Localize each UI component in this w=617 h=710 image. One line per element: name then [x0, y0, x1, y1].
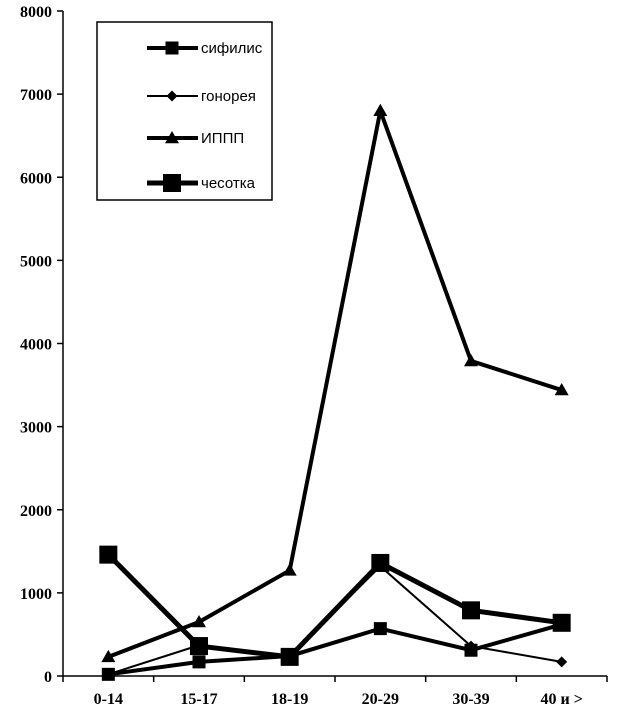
legend-label: гонорея: [201, 88, 256, 105]
legend-marker: [163, 174, 181, 192]
y-tick-label: 2000: [20, 503, 52, 520]
x-axis-ticks: 0-14 15-17 18-19 20-29 30-39 40 и >: [62, 676, 608, 708]
legend-entry: гонорея: [147, 88, 256, 105]
data-point: [280, 647, 299, 666]
data-point: [192, 655, 206, 669]
data-point: [373, 622, 387, 636]
y-tick-label: 0: [44, 669, 52, 686]
data-point: [556, 656, 568, 668]
y-tick-label: 7000: [20, 87, 52, 104]
legend: сифилис гонорея ИППП чесотка: [96, 21, 273, 201]
data-point: [373, 103, 388, 116]
legend-marker: [165, 131, 179, 144]
data-point: [192, 614, 206, 628]
series-1: [101, 617, 569, 681]
legend-label: чесотка: [201, 175, 256, 192]
y-tick-label: 8000: [20, 4, 52, 21]
x-tick-label: 18-19: [271, 691, 308, 708]
series-layer: [99, 103, 571, 681]
data-point: [102, 668, 114, 680]
data-point: [462, 601, 480, 620]
x-tick-label: 40 и >: [540, 691, 582, 708]
data-point: [465, 640, 477, 652]
y-tick-label: 6000: [20, 170, 52, 187]
legend-marker: [165, 41, 179, 55]
data-point: [554, 383, 569, 396]
y-tick-label: 1000: [20, 586, 52, 603]
data-point: [371, 553, 390, 572]
legend-entry: ИППП: [147, 130, 244, 147]
legend-label: ИППП: [201, 130, 244, 147]
x-tick-label: 20-29: [362, 691, 399, 708]
data-point: [101, 649, 116, 663]
x-tick-label: 15-17: [180, 691, 217, 708]
legend-marker: [166, 90, 178, 102]
y-axis-ticks: 0 1000 2000 3000 4000 5000 6000 7000 8000: [20, 4, 63, 686]
data-point: [464, 353, 478, 367]
legend-entry: чесотка: [147, 174, 256, 192]
data-point: [282, 563, 297, 576]
series-line: [106, 552, 563, 660]
y-tick-label: 3000: [20, 420, 52, 437]
series-4: [99, 545, 571, 666]
data-point: [99, 545, 118, 564]
y-tick-label: 5000: [20, 253, 52, 270]
series-line: [108, 622, 563, 677]
data-point: [190, 637, 208, 656]
data-point: [552, 613, 571, 632]
legend-label: сифилис: [201, 40, 263, 57]
legend-box: [96, 21, 273, 201]
legend-entry: сифилис: [147, 40, 263, 57]
y-tick-label: 4000: [20, 337, 52, 354]
x-tick-label: 0-14: [94, 691, 123, 708]
x-tick-label: 30-39: [452, 691, 489, 708]
